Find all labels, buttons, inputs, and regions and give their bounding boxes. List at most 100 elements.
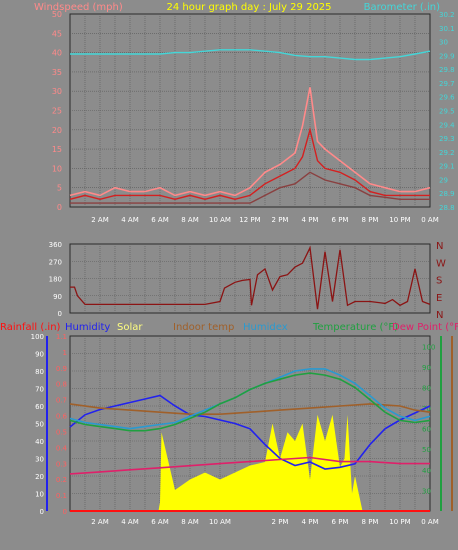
- wind-y-tick: 25: [52, 107, 62, 116]
- winddir-y-tick: 90: [53, 293, 62, 301]
- x-tick-bottom: 10 PM: [389, 518, 410, 526]
- rain-y-tick: 0.7: [56, 397, 67, 405]
- rain-y-tick: 0.9: [56, 365, 67, 373]
- wind-y-tick: 20: [52, 126, 62, 135]
- temperature-axis-label: Temperature (°F): [312, 322, 398, 333]
- wind-y-tick: 15: [52, 145, 62, 154]
- temp-y-tick: 80: [422, 384, 431, 392]
- baro-y-tick: 29.6: [439, 94, 455, 102]
- indoor-temp-line: [69, 403, 431, 416]
- temp-y-tick: 60: [422, 426, 431, 434]
- baro-y-tick: 29: [439, 176, 448, 184]
- baro-y-tick: 29.8: [439, 66, 455, 74]
- wind-y-tick: 35: [52, 68, 62, 77]
- baro-y-tick: 29.3: [439, 135, 455, 143]
- baro-y-tick: 29.4: [439, 121, 455, 129]
- temp-y-tick: 100: [422, 343, 435, 351]
- x-tick: 6 PM: [332, 216, 349, 224]
- baro-y-tick: 30: [439, 39, 448, 47]
- wind-y-tick: 40: [52, 49, 62, 58]
- temperature-line: [69, 372, 431, 432]
- wind-minimum-line: [70, 171, 430, 204]
- windspeed-axis-label: Windspeed (mph): [34, 2, 123, 13]
- temp-y-tick: 50: [422, 446, 431, 454]
- temp-y-tick: 70: [422, 405, 431, 413]
- temp-y-tick: 40: [422, 467, 431, 475]
- x-tick: 8 AM: [181, 216, 199, 224]
- wind-direction-line: [70, 245, 431, 310]
- humidity-y-tick: 40: [35, 438, 44, 446]
- rain-y-tick: 0.1: [56, 492, 67, 500]
- x-tick-bottom: 4 AM: [121, 518, 139, 526]
- temperature-humidity-panel: 0 10 20 30 40 50 60 70 80 90 100 0 0.1 0.2 0.3 0.4 0.5 0.…: [31, 333, 453, 526]
- humidity-y-tick: 30: [35, 456, 44, 464]
- rain-y-tick: 0.6: [56, 413, 68, 421]
- wind-y-tick: 45: [52, 29, 62, 38]
- x-tick-bottom: 2 PM: [272, 518, 289, 526]
- x-tick: 4 AM: [121, 216, 139, 224]
- x-tick: 2 PM: [272, 216, 289, 224]
- humidity-y-tick: 90: [35, 351, 44, 359]
- x-tick: 6 AM: [151, 216, 169, 224]
- humidity-y-tick: 100: [31, 333, 44, 341]
- barometer-line: [70, 49, 431, 61]
- humidity-label: Humidity: [65, 322, 110, 333]
- baro-y-tick: 29.7: [439, 80, 455, 88]
- rain-y-tick: 0.3: [56, 460, 67, 468]
- x-tick: 12 PM: [239, 216, 260, 224]
- humidity-y-tick: 0: [40, 508, 44, 516]
- x-tick: 8 PM: [362, 216, 379, 224]
- winddir-y-tick: 360: [49, 241, 62, 249]
- humidity-y-tick: 60: [35, 403, 44, 411]
- baro-y-tick: 29.5: [439, 108, 455, 116]
- baro-y-tick: 30.2: [439, 11, 455, 19]
- rain-y-tick: 1.1: [56, 333, 67, 341]
- x-tick-bottom: 6 AM: [151, 518, 169, 526]
- compass-label: N: [436, 241, 443, 252]
- x-tick-bottom: 2 AM: [91, 518, 109, 526]
- baro-y-tick: 29.9: [439, 52, 455, 60]
- compass-label: N: [436, 310, 443, 321]
- dewpoint-label: Dew Point (°F): [392, 322, 458, 333]
- wind-gust-line: [69, 87, 431, 197]
- compass-label: E: [436, 293, 442, 304]
- humidity-y-tick: 10: [35, 491, 44, 499]
- humidity-y-tick: 70: [35, 386, 44, 394]
- barometer-axis-label: Barometer (.in): [364, 2, 440, 13]
- x-tick-bottom: 10 AM: [209, 518, 231, 526]
- baro-y-tick: 28.8: [439, 204, 455, 212]
- winddir-y-tick: 270: [49, 258, 62, 266]
- wind-average-line: [69, 127, 430, 201]
- x-tick: 0 AM: [421, 216, 439, 224]
- baro-y-tick: 29.2: [439, 149, 455, 157]
- temp-y-tick: 30: [422, 487, 431, 495]
- humidex-label: Humidex: [243, 322, 288, 333]
- dew-point-line: [69, 456, 430, 475]
- rain-y-tick: 0.5: [56, 428, 67, 436]
- wind-y-tick: 30: [52, 87, 62, 96]
- humidity-line: [69, 394, 431, 470]
- compass-label: S: [436, 276, 442, 287]
- x-tick-bottom: 6 PM: [332, 518, 349, 526]
- solar-area: [70, 414, 430, 511]
- solar-label: Solar: [117, 322, 143, 333]
- rainfall-axis-label: Rainfall (.in): [0, 322, 61, 333]
- humidity-y-tick: 20: [35, 473, 44, 481]
- x-tick: 10 AM: [209, 216, 231, 224]
- x-tick-bottom: 8 PM: [362, 518, 379, 526]
- x-tick-bottom: 0 AM: [421, 518, 439, 526]
- x-tick-bottom: 8 AM: [181, 518, 199, 526]
- rain-y-tick: 0.2: [56, 476, 67, 484]
- humidity-y-tick: 50: [35, 421, 44, 429]
- wind-y-tick: 5: [57, 184, 62, 193]
- wind-barometer-panel: 0 5 10 15 20 25 30 35 40 45 50 28.8 28.9 29 29.1 29.2 29…: [52, 10, 455, 224]
- x-tick: 2 AM: [91, 216, 109, 224]
- rain-y-tick: 0: [63, 508, 67, 516]
- humidity-y-tick: 80: [35, 368, 44, 376]
- wind-y-tick: 10: [52, 164, 62, 173]
- temp-y-tick: 90: [422, 364, 431, 372]
- compass-label: W: [436, 258, 446, 269]
- x-tick: 4 PM: [302, 216, 319, 224]
